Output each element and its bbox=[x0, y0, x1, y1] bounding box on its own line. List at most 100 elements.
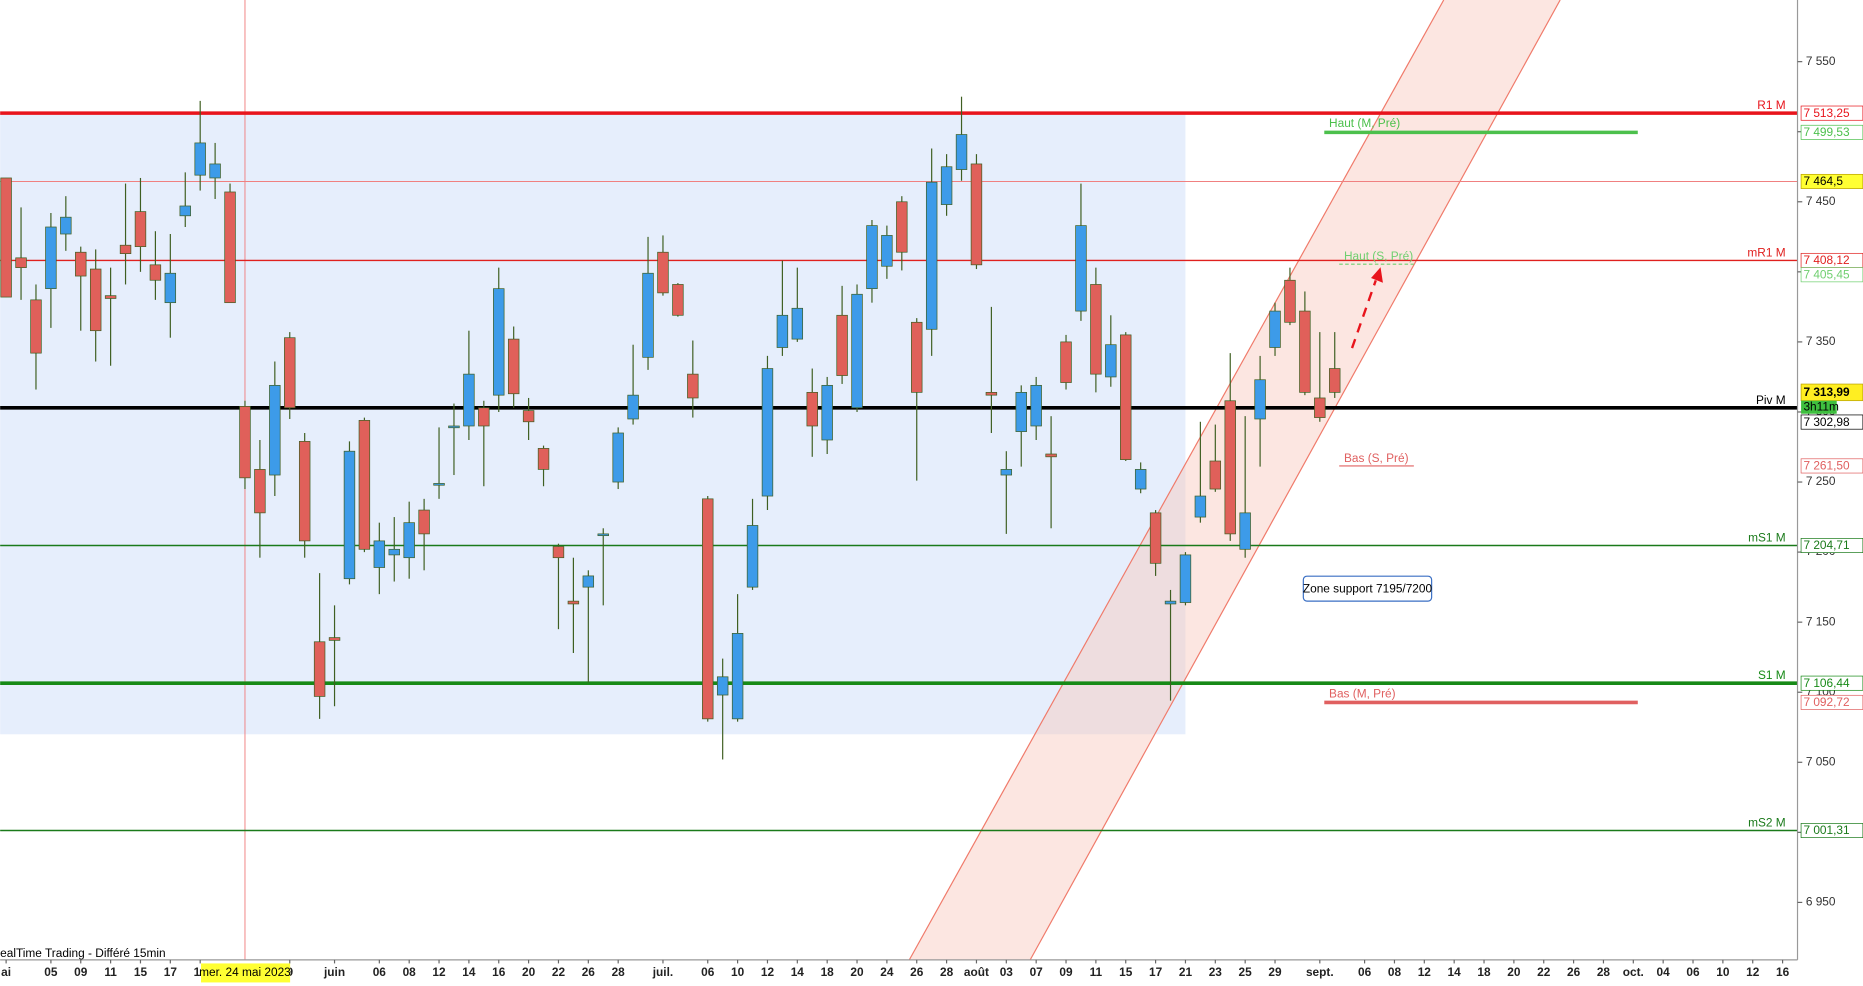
x-tick-label: 23 bbox=[1209, 965, 1223, 979]
candle-body bbox=[1239, 512, 1251, 550]
candle-body bbox=[1045, 453, 1057, 458]
price-tag-label: 7 313,99 bbox=[1803, 385, 1850, 399]
candle-body bbox=[746, 525, 759, 588]
candle-body bbox=[657, 251, 669, 294]
x-tick-label: 28 bbox=[612, 965, 626, 979]
x-tick-label: 06 bbox=[701, 965, 715, 979]
candle-body bbox=[776, 314, 789, 348]
candle-body bbox=[254, 469, 266, 514]
x-tick-label: 06 bbox=[1686, 965, 1700, 979]
candle-body bbox=[1015, 391, 1027, 432]
candle-body bbox=[149, 264, 162, 281]
price-tag-label: 7 001,31 bbox=[1803, 823, 1850, 837]
level-name: mR1 M bbox=[1747, 245, 1785, 259]
price-tag-label: 7 499,53 bbox=[1803, 125, 1850, 139]
candle-body bbox=[716, 676, 729, 696]
y-tick-label: 7 350 bbox=[1806, 334, 1836, 348]
x-tick-label: oct. bbox=[1623, 965, 1644, 979]
candle-body bbox=[896, 201, 908, 253]
candle-body bbox=[940, 166, 953, 205]
level-name: mS2 M bbox=[1748, 816, 1786, 830]
candle-body bbox=[642, 272, 654, 358]
candle-body bbox=[418, 509, 430, 535]
candle-body bbox=[493, 288, 505, 396]
x-tick-label: 14 bbox=[1448, 965, 1462, 979]
candle-body bbox=[1075, 225, 1087, 312]
candle-body bbox=[463, 373, 475, 427]
candle-body bbox=[1060, 341, 1072, 383]
x-tick-label: 12 bbox=[1418, 965, 1432, 979]
x-tick-label: 18 bbox=[1477, 965, 1491, 979]
x-tick-label: 09 bbox=[1059, 965, 1073, 979]
candle-body bbox=[1314, 397, 1326, 418]
price-tag-label: 7 204,71 bbox=[1803, 538, 1850, 552]
y-tick-label: 7 550 bbox=[1806, 54, 1836, 68]
x-tick-label: 22 bbox=[552, 965, 566, 979]
price-tag-label: 7 092,72 bbox=[1803, 695, 1849, 709]
candle-body bbox=[478, 407, 490, 427]
candle-body bbox=[1120, 334, 1132, 460]
level-name: S1 M bbox=[1758, 668, 1786, 682]
candle-body bbox=[672, 284, 684, 316]
candle-body bbox=[60, 216, 72, 235]
candle-body bbox=[702, 498, 714, 720]
candle-body bbox=[269, 384, 281, 476]
channel-line bbox=[1029, 0, 1561, 961]
x-tick-label: 17 bbox=[1149, 965, 1163, 979]
x-tick-label: 08 bbox=[403, 965, 417, 979]
x-tick-label: juil. bbox=[652, 965, 673, 979]
candle-body bbox=[627, 394, 639, 420]
candle-body bbox=[194, 142, 206, 176]
x-tick-label: 11 bbox=[104, 965, 117, 979]
x-tick-label: 16 bbox=[1776, 965, 1790, 979]
zone bbox=[0, 113, 1186, 735]
candle-body bbox=[552, 546, 565, 559]
candle-body bbox=[567, 600, 580, 605]
candle-body bbox=[343, 450, 356, 580]
candle-body bbox=[1329, 368, 1341, 393]
candle-body bbox=[433, 483, 445, 486]
candle-body bbox=[985, 391, 998, 396]
price-tag-label: 7 513,25 bbox=[1803, 106, 1850, 120]
candle-body bbox=[1105, 344, 1117, 378]
pre-level-name: Bas (M, Pré) bbox=[1329, 686, 1396, 700]
candle-body bbox=[1164, 600, 1177, 605]
candle-body bbox=[358, 420, 371, 550]
x-tick-label: 15 bbox=[1119, 965, 1133, 979]
candle-body bbox=[1149, 512, 1162, 564]
level-name: Piv M bbox=[1756, 393, 1786, 407]
mid-layer bbox=[0, 96, 1798, 832]
x-tick-label: 05 bbox=[44, 965, 58, 979]
arrow-shaft bbox=[1350, 279, 1377, 349]
candle-body bbox=[955, 134, 968, 170]
candle-body bbox=[15, 257, 27, 268]
channel-line bbox=[908, 0, 1445, 961]
y-tick-label: 7 050 bbox=[1806, 754, 1836, 768]
candle-body bbox=[1284, 279, 1296, 323]
x-tick-label: 21 bbox=[1179, 965, 1193, 979]
x-tick-label: 07 bbox=[1030, 965, 1044, 979]
candle-body bbox=[45, 226, 57, 290]
y-tick-label: 7 250 bbox=[1806, 474, 1836, 488]
candle-body bbox=[328, 637, 341, 641]
level-name: mS1 M bbox=[1748, 531, 1786, 545]
candle-body bbox=[75, 251, 87, 277]
x-tick-label: 26 bbox=[910, 965, 924, 979]
x-tick-label: 14 bbox=[462, 965, 476, 979]
candle-body bbox=[851, 293, 863, 409]
arrow-head bbox=[1371, 267, 1383, 283]
price-tag-label: 7 302,98 bbox=[1803, 415, 1850, 429]
candle-body bbox=[582, 575, 595, 588]
candle-body bbox=[388, 548, 400, 556]
x-tick-label: 09 bbox=[74, 965, 88, 979]
x-tick-label: 20 bbox=[850, 965, 864, 979]
candle-body bbox=[0, 177, 12, 298]
x-tick-label: 12 bbox=[432, 965, 446, 979]
bottom-axis-bg bbox=[0, 959, 1863, 986]
candle-body bbox=[1179, 554, 1192, 603]
y-tick-label: 7 450 bbox=[1806, 194, 1836, 208]
candle-body bbox=[761, 368, 774, 497]
candle-body bbox=[881, 235, 893, 267]
price-tag-label: 7 464,5 bbox=[1803, 174, 1843, 188]
